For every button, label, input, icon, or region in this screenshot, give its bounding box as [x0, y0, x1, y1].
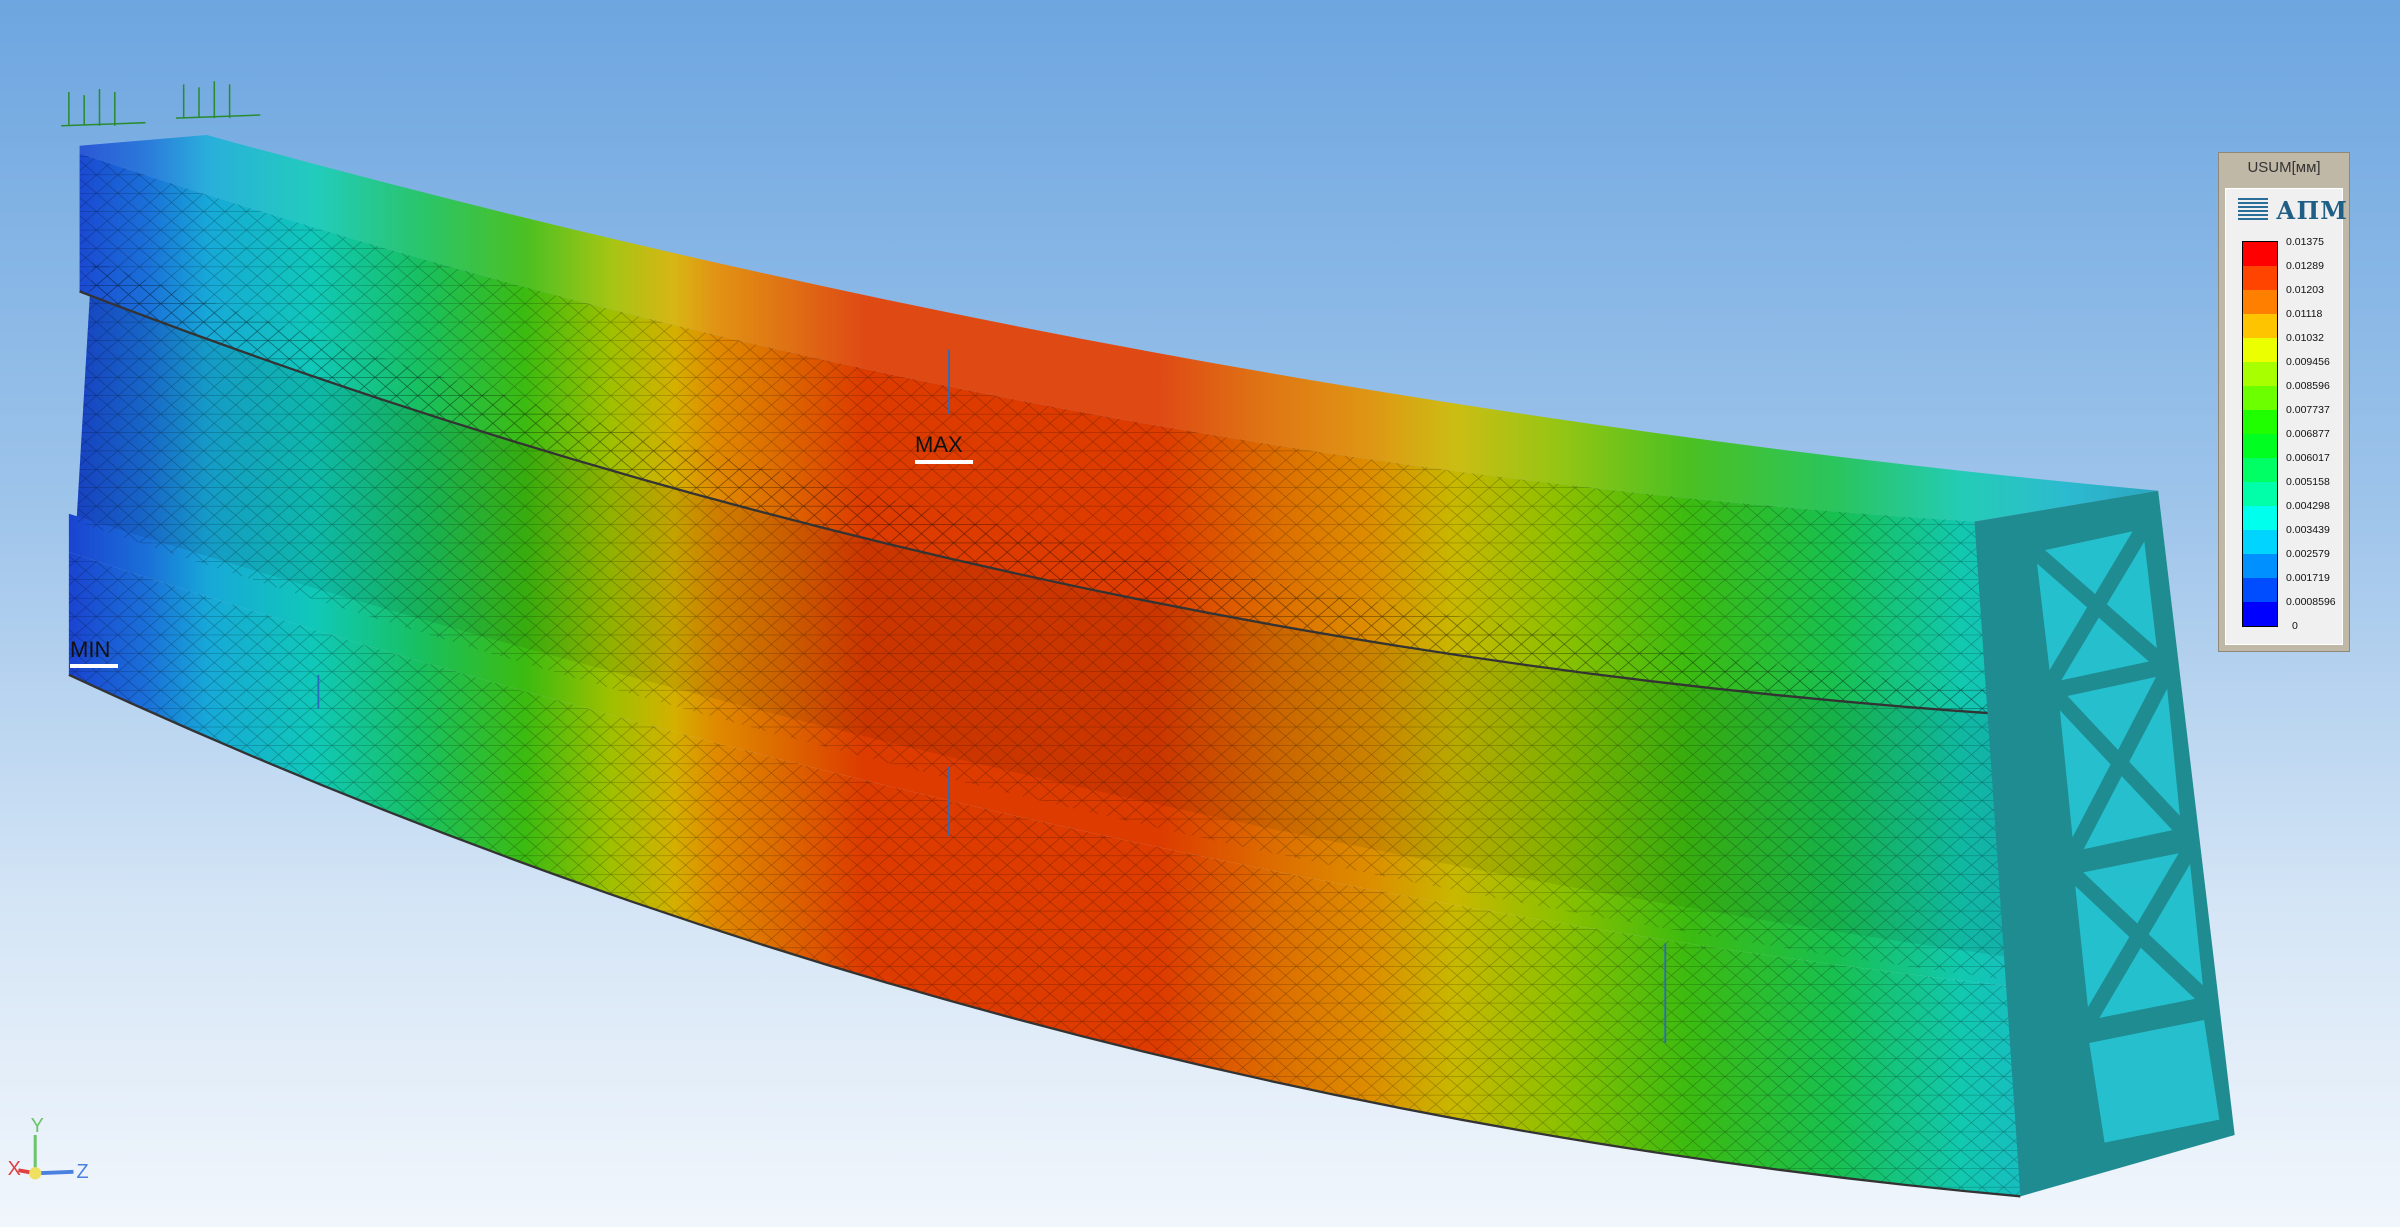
scale-band: [2243, 410, 2277, 434]
scale-band: [2243, 314, 2277, 338]
scale-value: 0.007737: [2286, 404, 2330, 416]
max-label: MAX: [915, 432, 963, 457]
support-icons: [61, 81, 261, 127]
scale-value: 0.003439: [2286, 524, 2330, 536]
scale-value: 0.01289: [2286, 260, 2324, 272]
scale-band: [2243, 458, 2277, 482]
scale-value: 0.009456: [2286, 356, 2330, 368]
scale-labels: 0.01375 0.01289 0.01203 0.01118 0.01032 0.009…: [2286, 236, 2336, 644]
scale-band: [2243, 242, 2277, 266]
logo-text: АПМ: [2276, 195, 2348, 225]
scale-band: [2243, 434, 2277, 458]
scale-band: [2243, 602, 2277, 626]
scale-value: 0: [2292, 620, 2298, 632]
scale-band: [2243, 386, 2277, 410]
scale-band: [2243, 362, 2277, 386]
axis-z-label: Z: [77, 1161, 89, 1183]
scale-band: [2243, 530, 2277, 554]
scale-value: 0.01118: [2286, 308, 2323, 320]
scale-value: 0.0008596: [2286, 596, 2336, 608]
scale-value: 0.006017: [2286, 452, 2330, 464]
scale-value: 0.001719: [2286, 572, 2330, 584]
color-legend[interactable]: USUM[мм] АПМ 0.01375 0.01289 0.01203 0.0111…: [2218, 152, 2350, 652]
scale-value: 0.008596: [2286, 380, 2330, 392]
scale-value: 0.004298: [2286, 500, 2330, 512]
legend-title: USUM[мм]: [2247, 159, 2321, 176]
upper-flange-top: [79, 134, 2159, 522]
scale-value: 0.002579: [2286, 548, 2330, 560]
scale-value: 0.006877: [2286, 428, 2330, 440]
scale-value: 0.005158: [2286, 476, 2330, 488]
scale-band: [2243, 506, 2277, 530]
min-label: MIN: [70, 637, 111, 662]
apm-logo: АПМ: [2238, 195, 2348, 225]
load-arrows: [317, 349, 1667, 1043]
axis-triad-icon: Y Z X: [8, 1115, 89, 1183]
scale-value: 0.01203: [2286, 284, 2324, 296]
scale-band: [2243, 578, 2277, 602]
axis-x-label: X: [8, 1158, 21, 1180]
color-scale: [2242, 241, 2278, 627]
beam-model: Y Z X: [8, 81, 2235, 1198]
scale-band: [2243, 338, 2277, 362]
apm-logo-icon: [2238, 198, 2268, 222]
scale-band: [2243, 482, 2277, 506]
scale-value: 0.01032: [2286, 332, 2324, 344]
scale-band: [2243, 290, 2277, 314]
min-marker: [70, 664, 118, 668]
axis-y-label: Y: [31, 1115, 44, 1137]
scale-value: 0.01375: [2286, 236, 2324, 248]
max-marker: [915, 460, 973, 464]
scale-band: [2243, 266, 2277, 290]
scale-band: [2243, 554, 2277, 578]
